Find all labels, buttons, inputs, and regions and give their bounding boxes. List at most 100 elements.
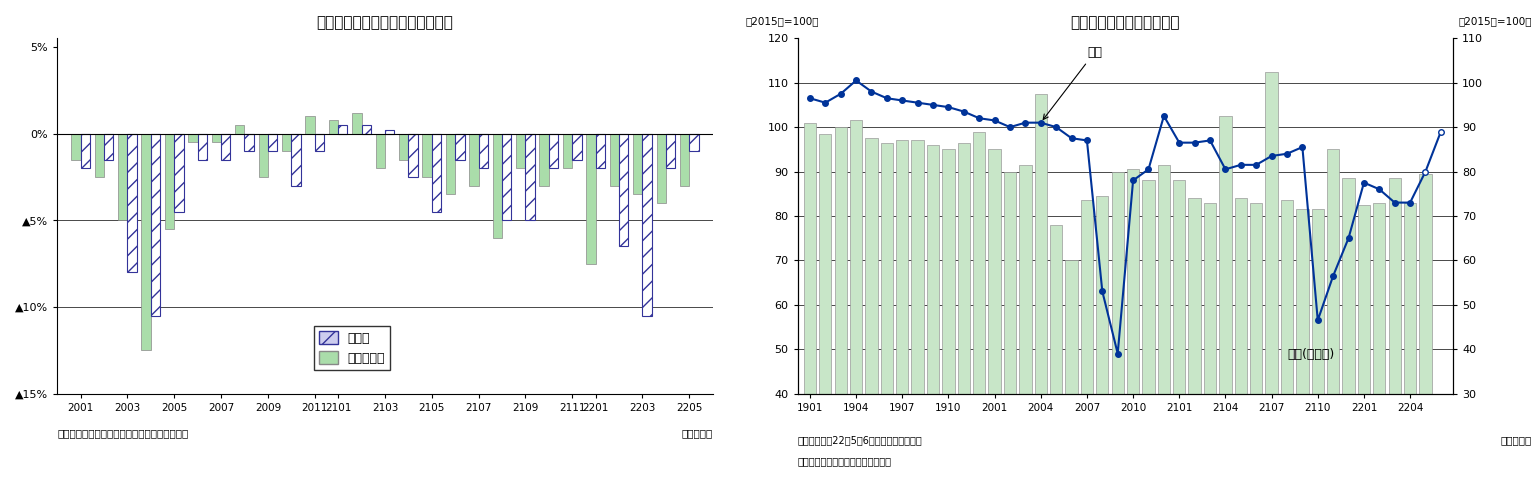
Bar xyxy=(1188,198,1200,497)
Bar xyxy=(912,141,924,497)
Bar xyxy=(849,120,862,497)
Text: （年・月）: （年・月） xyxy=(682,428,713,438)
Bar xyxy=(1312,209,1325,497)
Bar xyxy=(127,134,136,272)
Bar xyxy=(1127,169,1139,497)
Bar xyxy=(1404,203,1416,497)
Bar xyxy=(408,134,417,177)
Bar xyxy=(221,134,230,160)
Bar xyxy=(517,134,526,168)
Bar xyxy=(291,134,300,185)
Bar xyxy=(432,134,442,212)
Bar xyxy=(259,134,268,177)
Bar xyxy=(339,125,348,134)
Bar xyxy=(897,141,909,497)
Bar xyxy=(81,134,90,168)
Bar xyxy=(501,134,512,220)
Bar xyxy=(385,130,394,134)
Bar xyxy=(633,134,642,194)
Bar xyxy=(328,120,339,134)
Bar xyxy=(244,134,254,151)
Bar xyxy=(665,134,675,168)
Bar xyxy=(1358,205,1371,497)
Bar xyxy=(1019,165,1032,497)
Bar xyxy=(1050,225,1062,497)
Bar xyxy=(95,134,104,177)
Bar xyxy=(958,143,970,497)
Bar xyxy=(1096,196,1108,497)
Bar xyxy=(268,134,277,151)
Bar xyxy=(1234,198,1246,497)
Bar xyxy=(540,134,549,185)
Bar xyxy=(446,134,455,194)
Bar xyxy=(610,134,619,185)
Bar xyxy=(1265,72,1279,497)
Bar xyxy=(681,134,690,185)
Bar xyxy=(526,134,535,220)
Bar xyxy=(492,134,501,238)
Bar xyxy=(244,134,254,151)
Bar xyxy=(1111,171,1124,497)
Bar xyxy=(455,134,464,160)
Text: （2015年=100）: （2015年=100） xyxy=(745,16,819,26)
Bar xyxy=(1249,203,1262,497)
Bar xyxy=(71,134,81,160)
Bar xyxy=(549,134,558,168)
Bar xyxy=(141,134,150,350)
Bar xyxy=(1081,200,1093,497)
Bar xyxy=(1219,116,1231,497)
Bar xyxy=(596,134,606,168)
Legend: 実現率, 予測修正率: 実現率, 予測修正率 xyxy=(314,326,391,369)
Bar xyxy=(104,134,113,160)
Bar xyxy=(150,134,159,316)
Bar xyxy=(1420,174,1432,497)
Bar xyxy=(268,134,277,151)
Bar xyxy=(469,134,478,185)
Bar xyxy=(1004,171,1016,497)
Bar xyxy=(455,134,464,160)
Bar xyxy=(399,134,408,160)
Bar xyxy=(865,138,877,497)
Bar xyxy=(291,134,300,185)
Bar xyxy=(221,134,230,160)
Bar xyxy=(339,125,348,134)
Bar xyxy=(642,134,652,316)
Bar xyxy=(1343,178,1355,497)
Bar xyxy=(198,134,207,160)
Bar xyxy=(501,134,512,220)
Bar xyxy=(423,134,432,177)
Bar xyxy=(362,125,371,134)
Bar xyxy=(175,134,184,212)
Bar xyxy=(282,134,291,151)
Bar xyxy=(235,125,244,134)
Bar xyxy=(665,134,675,168)
Bar xyxy=(1173,180,1185,497)
Bar xyxy=(1142,180,1154,497)
Bar xyxy=(408,134,417,177)
Bar xyxy=(432,134,442,212)
Bar xyxy=(943,149,955,497)
Title: 輸送機械の生産、在庫動向: 輸送機械の生産、在庫動向 xyxy=(1070,15,1180,30)
Bar xyxy=(563,134,572,168)
Bar xyxy=(1065,260,1078,497)
Bar xyxy=(353,113,362,134)
Bar xyxy=(1282,200,1294,497)
Bar xyxy=(150,134,159,316)
Bar xyxy=(478,134,487,168)
Text: （資料）経済産業省「製造工業生産予測指数」: （資料）経済産業省「製造工業生産予測指数」 xyxy=(57,428,189,438)
Text: （2015年=100）: （2015年=100） xyxy=(1458,16,1531,26)
Bar xyxy=(1297,209,1309,497)
Bar xyxy=(973,132,986,497)
Bar xyxy=(478,134,487,168)
Bar xyxy=(314,134,323,151)
Bar xyxy=(690,134,699,151)
Bar xyxy=(212,134,221,142)
Bar xyxy=(1157,165,1170,497)
Bar xyxy=(1328,149,1340,497)
Bar xyxy=(198,134,207,160)
Bar xyxy=(572,134,581,160)
Text: （資料）経済産業省「鉱工業指数」: （資料）経済産業省「鉱工業指数」 xyxy=(797,457,892,467)
Bar xyxy=(803,123,816,497)
Bar xyxy=(656,134,665,203)
Bar xyxy=(305,116,314,134)
